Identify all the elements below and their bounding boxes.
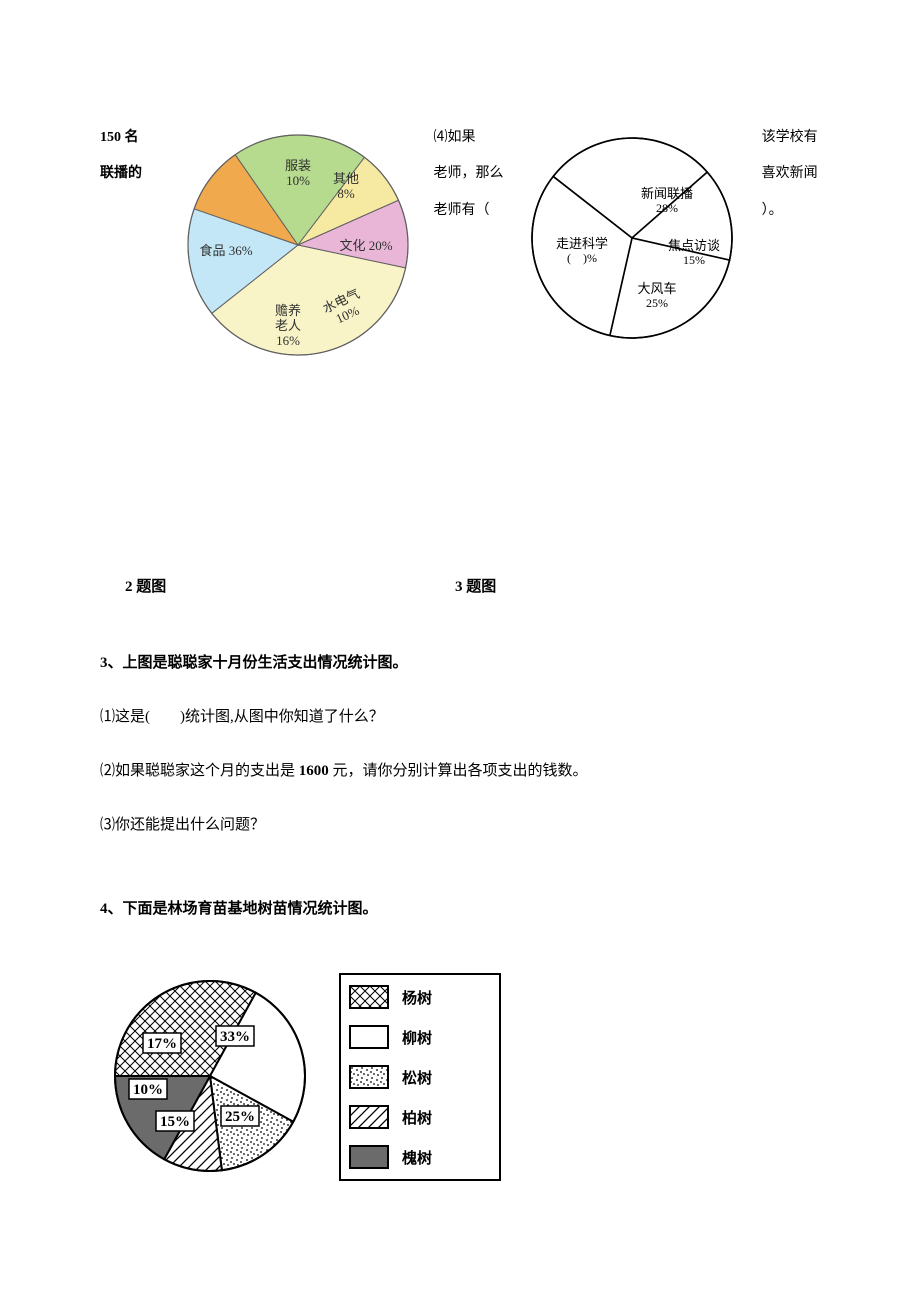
svg-text:槐树: 槐树 — [401, 1149, 432, 1167]
svg-text:老人: 老人 — [275, 318, 301, 333]
svg-text:文化 20%: 文化 20% — [340, 238, 393, 253]
svg-text:杨树: 杨树 — [402, 989, 432, 1007]
svg-text:食品 36%: 食品 36% — [200, 243, 253, 258]
svg-text:10%: 10% — [133, 1082, 163, 1098]
svg-text:33%: 33% — [220, 1029, 250, 1045]
q3-3: ⑶你还能提出什么问题？ — [100, 798, 830, 852]
svg-text:走进科学: 走进科学 — [556, 236, 608, 251]
svg-text:( )%: ( )% — [567, 251, 597, 265]
side-text-mid: ⑷如果 老师，那么 老师有（ — [433, 120, 511, 229]
svg-text:28%: 28% — [656, 201, 678, 215]
q3-title: 3、上图是聪聪家十月份生活支出情况统计图。 — [100, 636, 830, 690]
side-text-left: 150 名 联播的 — [100, 120, 163, 193]
svg-text:8%: 8% — [338, 186, 356, 201]
caption-row: 2 题图 3 题图 — [100, 575, 830, 596]
q3-2: ⑵如果聪聪家这个月的支出是 1600 元，请你分别计算出各项支出的钱数。 — [100, 744, 830, 798]
page: 150 名 联播的 食品 36%赡养老人16%水电气10%文化 20%其他8%服… — [0, 0, 920, 1256]
chart-expenses-pie: 食品 36%赡养老人16%水电气10%文化 20%其他8%服装10% — [163, 120, 433, 385]
svg-text:大风车: 大风车 — [637, 281, 676, 296]
svg-text:松树: 松树 — [402, 1069, 432, 1087]
text-likenews: 喜欢新闻 — [762, 156, 830, 192]
side-text-right: 该学校有 喜欢新闻 ）。 — [762, 120, 830, 229]
svg-text:25%: 25% — [646, 296, 668, 310]
chart3-svg: 33% 25% 15% 10% 17% 杨树柳树松树柏树槐树 — [100, 966, 520, 1196]
svg-text:焦点访谈: 焦点访谈 — [668, 238, 720, 253]
svg-text:新闻联播: 新闻联播 — [641, 186, 693, 201]
chart-trees-pie: 33% 25% 15% 10% 17% 杨树柳树松树柏树槐树 — [100, 966, 830, 1196]
text-paren: ）。 — [762, 193, 830, 229]
text-teacher1: 老师，那么 — [433, 156, 511, 192]
text-q4prefix: ⑷如果 — [433, 120, 511, 156]
question-block: 3、上图是聪聪家十月份生活支出情况统计图。 ⑴这是( )统计图,从图中你知道了什… — [100, 636, 830, 936]
text-150: 150 名 — [100, 120, 163, 156]
svg-text:柏树: 柏树 — [402, 1109, 432, 1127]
text-school: 该学校有 — [762, 120, 830, 156]
svg-text:其他: 其他 — [333, 171, 359, 186]
svg-text:15%: 15% — [160, 1114, 190, 1130]
text-lianbo: 联播的 — [100, 156, 163, 192]
svg-text:15%: 15% — [683, 253, 705, 267]
svg-text:柳树: 柳树 — [402, 1029, 432, 1047]
svg-text:17%: 17% — [147, 1036, 177, 1052]
caption-2: 2 题图 — [125, 575, 455, 596]
text-teacher2: 老师有（ — [433, 193, 511, 229]
chart2-svg: 新闻联播28% 焦点访谈15% 大风车25% 走进科学( )% — [512, 120, 762, 360]
svg-text:16%: 16% — [277, 333, 301, 348]
chart1-svg: 食品 36%赡养老人16%水电气10%文化 20%其他8%服装10% — [163, 120, 433, 380]
svg-text:赡养: 赡养 — [275, 303, 301, 318]
svg-text:25%: 25% — [225, 1109, 255, 1125]
svg-text:10%: 10% — [287, 173, 311, 188]
q4-title-text: 4、下面是林场育苗基地树苗情况统计图。 — [100, 901, 378, 917]
q4-title: 4、下面是林场育苗基地树苗情况统计图。 — [100, 882, 830, 936]
top-row: 150 名 联播的 食品 36%赡养老人16%水电气10%文化 20%其他8%服… — [100, 120, 830, 385]
caption-3: 3 题图 — [455, 575, 496, 596]
q3-1: ⑴这是( )统计图,从图中你知道了什么？ — [100, 690, 830, 744]
chart-tv-pie: 新闻联播28% 焦点访谈15% 大风车25% 走进科学( )% — [512, 120, 762, 365]
q3-title-text: 3、上图是聪聪家十月份生活支出情况统计图。 — [100, 655, 408, 671]
svg-text:服装: 服装 — [285, 158, 311, 173]
